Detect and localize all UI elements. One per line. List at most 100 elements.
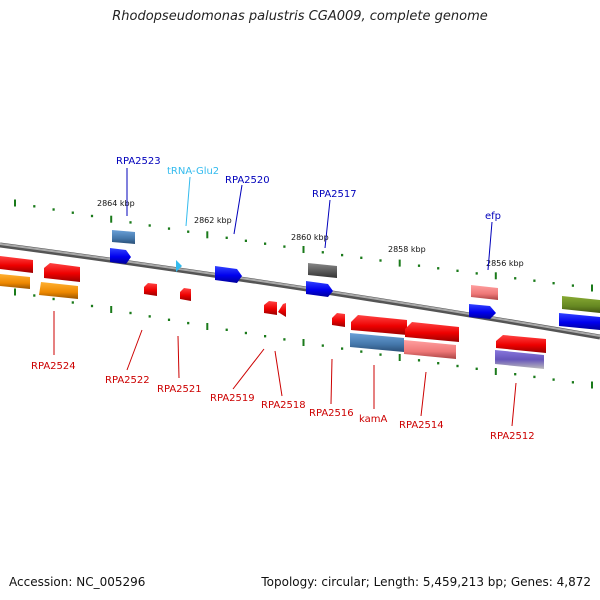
tick-label-2860: 2860 kbp	[291, 233, 329, 242]
tick-mark	[494, 272, 497, 280]
tick-mark	[90, 304, 94, 308]
gene-rpa2517[interactable]	[306, 281, 333, 297]
tick-mark	[514, 373, 517, 376]
tick-mark	[71, 211, 74, 214]
tick-mark	[129, 221, 132, 224]
tick-mark	[110, 306, 113, 313]
gene-rpa2522[interactable]	[144, 283, 157, 296]
gene-rpa2521[interactable]	[180, 288, 191, 301]
gene-rpa2524-feature[interactable]	[39, 282, 78, 299]
gene-rpa2514-feature[interactable]	[404, 340, 456, 359]
tick-mark	[341, 347, 344, 350]
gene-label-rpa2523[interactable]: RPA2523	[116, 156, 161, 167]
gene-rpa2516[interactable]	[332, 313, 345, 327]
tick-mark	[148, 224, 151, 227]
tick-mark	[514, 277, 517, 280]
tick-label-2862: 2862 kbp	[194, 216, 232, 225]
tick-mark	[533, 375, 536, 379]
tick-mark	[417, 359, 421, 362]
leader-line-rpa2518	[274, 350, 283, 397]
tick-mark	[264, 242, 267, 245]
gene-trna-glu2[interactable]	[176, 260, 182, 272]
leader-line-rpa2516	[330, 358, 333, 405]
gene-rpa2524[interactable]	[44, 263, 80, 282]
tick-mark	[591, 284, 593, 292]
tick-mark	[417, 264, 421, 267]
gene-left-orange-1[interactable]	[0, 274, 30, 289]
tick-mark	[187, 321, 190, 325]
leader-line-rpa2517	[324, 199, 331, 249]
tick-mark	[206, 231, 209, 239]
gene-rpa2518[interactable]	[278, 303, 286, 317]
gene-efp-feature[interactable]	[471, 285, 498, 300]
gene-rpa2523-arrow[interactable]	[110, 248, 131, 264]
tick-mark	[379, 353, 382, 356]
genome-backbone-highlight	[0, 243, 600, 337]
tick-mark	[52, 208, 55, 211]
gene-label-rpa2519[interactable]: RPA2519	[210, 393, 255, 404]
tick-mark	[302, 339, 305, 346]
tick-mark	[225, 236, 228, 239]
accession-text: Accession: NC_005296	[9, 575, 146, 589]
gene-label-rpa2514[interactable]: RPA2514	[399, 420, 444, 431]
gene-label-rpa2521[interactable]: RPA2521	[157, 384, 202, 395]
outer-tick-track	[14, 199, 593, 292]
tick-mark	[591, 381, 593, 389]
tick-mark	[360, 256, 363, 259]
gene-label-rpa2512[interactable]: RPA2512	[490, 431, 535, 442]
tick-mark	[206, 323, 209, 330]
gene-label-rpa2522[interactable]: RPA2522	[105, 375, 150, 386]
tick-mark	[33, 294, 36, 297]
tick-label-2858: 2858 kbp	[388, 245, 426, 254]
gene-rpa2523-feature[interactable]	[112, 230, 135, 244]
leader-line-efp	[487, 221, 493, 271]
gene-label-rpa2517[interactable]: RPA2517	[312, 189, 357, 200]
gene-rpa2512[interactable]	[496, 335, 546, 353]
forward-strand-genes	[110, 230, 600, 330]
tick-mark	[167, 318, 171, 321]
gene-kama-feature[interactable]	[350, 333, 404, 352]
gene-rpa2519[interactable]	[264, 301, 277, 315]
tick-mark	[437, 267, 440, 270]
tick-mark	[110, 215, 113, 223]
gene-rpa2514[interactable]	[405, 322, 459, 342]
tick-mark	[398, 259, 401, 267]
tick-mark	[552, 282, 555, 285]
gene-label-rpa2520[interactable]: RPA2520	[225, 175, 270, 186]
tick-mark	[244, 331, 247, 335]
tick-mark	[14, 288, 16, 296]
tick-mark	[148, 315, 151, 318]
gene-label-rpa2516[interactable]: RPA2516	[309, 408, 354, 419]
gene-label-rpa2518[interactable]: RPA2518	[261, 400, 306, 411]
gene-kama-arrow[interactable]	[351, 315, 407, 335]
inner-tick-track	[14, 288, 593, 389]
tick-label-2864: 2864 kbp	[97, 199, 135, 208]
reverse-strand-genes	[0, 256, 546, 369]
gene-efp[interactable]	[469, 304, 496, 319]
gene-rpa2512-feature[interactable]	[495, 350, 544, 369]
leader-line-rpa2521	[177, 335, 180, 379]
tick-mark	[552, 378, 555, 381]
gene-label-kama[interactable]: kamA	[359, 414, 387, 425]
gene-right-blue[interactable]	[559, 313, 600, 330]
gene-rpa2517-feature[interactable]	[308, 263, 337, 278]
leader-line-rpa2522	[126, 329, 143, 371]
tick-mark	[475, 367, 478, 370]
gene-rpa2520[interactable]	[215, 266, 242, 283]
leader-line-rpa2512	[511, 382, 517, 427]
gene-label-rpa2524[interactable]: RPA2524	[31, 361, 76, 372]
tick-mark	[14, 199, 16, 207]
gene-left-red-1[interactable]	[0, 256, 33, 273]
tick-mark	[283, 338, 286, 341]
leader-line-rpa2520	[233, 184, 243, 235]
tick-mark	[283, 245, 286, 248]
gene-right-olive[interactable]	[562, 296, 600, 313]
gene-label-efp[interactable]: efp	[485, 211, 501, 222]
tick-mark	[129, 311, 132, 315]
tick-mark	[379, 259, 382, 262]
tick-mark	[225, 328, 228, 331]
leader-line-trna-glu2	[185, 176, 191, 227]
gene-label-trna-glu2[interactable]: tRNA-Glu2	[167, 166, 219, 177]
tick-mark	[90, 214, 94, 218]
